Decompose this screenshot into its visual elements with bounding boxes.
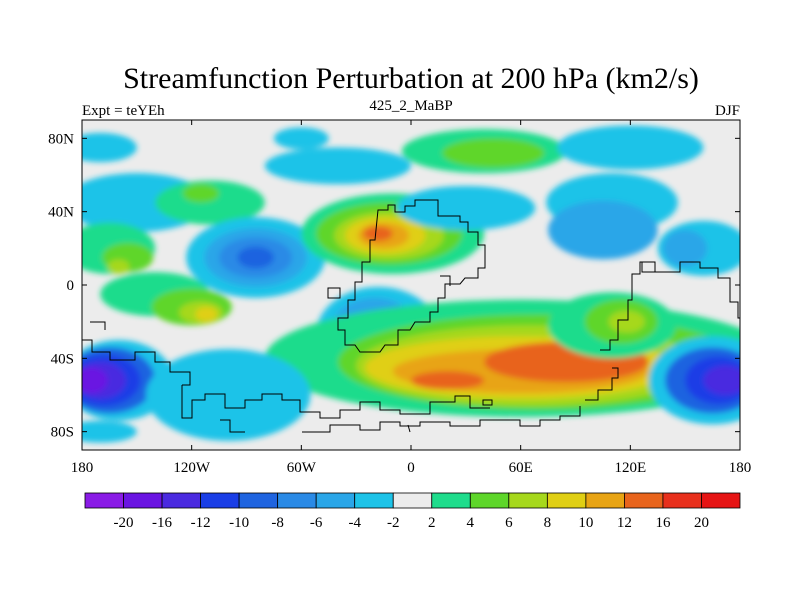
coastline-outline [82,199,740,433]
experiment-label: Expt = teYEh [82,103,165,119]
run-label: 425_2_MaBP [369,98,452,114]
colorbar-label: 10 [578,515,593,531]
contour-region [82,367,108,394]
colorbar-swatch [546,492,587,509]
x-tick-label: 60W [287,460,317,476]
contour-region [411,371,485,390]
colorbar-label: -12 [191,515,211,531]
contour-region [608,310,645,333]
contour-region [237,246,274,269]
x-tick-label: 60E [509,460,533,476]
y-tick-label: 40N [48,205,74,221]
colorbar-label: 6 [505,515,513,531]
colorbar-label: 2 [428,515,436,531]
x-tick-label: 0 [407,460,415,476]
colorbar: -20 -16 -12 -10 -8 -6 -4 -2 2 4 6 8 10 12 16 20 [84,492,741,531]
colorbar-label: 16 [655,515,671,531]
colorbar-swatch [624,492,664,509]
contour-region [273,127,329,150]
colorbar-swatch [469,492,510,509]
x-tick-label: 120E [614,460,646,476]
colorbar-swatch [238,492,279,509]
season-label: DJF [715,103,740,119]
colorbar-swatch [354,492,394,509]
contour-region [663,230,708,267]
colorbar-label: -10 [229,515,249,531]
contour-region [107,259,130,274]
colorbar-label: -20 [114,515,134,531]
colorbar-label: 8 [544,515,552,531]
contour-region [195,307,218,322]
colorbar-swatch [123,492,163,509]
colorbar-swatch [585,492,625,509]
colorbar-swatch [701,492,741,509]
colorbar-label: 4 [467,515,475,531]
contour-region [363,226,393,242]
contour-region [155,180,265,225]
colorbar-swatch [277,492,317,509]
y-tick-label: 80N [48,131,74,147]
contour-region [82,420,137,443]
colorbar-label: -2 [387,515,400,531]
contour-region [703,365,740,395]
colorbar-label: -16 [152,515,172,531]
chart-title: Streamfunction Perturbation at 200 hPa (… [123,62,699,95]
colorbar-swatch [161,492,201,509]
contour-region [557,125,704,170]
contour-region [182,184,220,203]
contour-region [442,138,545,168]
colorbar-label: 20 [694,515,709,531]
colorbar-swatch [508,492,548,509]
contour-region [145,349,311,441]
y-tick-label: 80S [51,425,74,441]
x-tick-label: 120W [173,460,211,476]
axes: 180 120W 60W 0 60E 120E 180 80N 40N 0 40S 80S [48,120,751,476]
colorbar-swatch [431,492,471,509]
contour-region [396,186,536,230]
colorbar-label: -6 [310,515,323,531]
colorbar-swatch [84,492,124,509]
colorbar-swatch [662,492,702,509]
contour-region [82,132,137,163]
x-tick-label: 180 [729,460,752,476]
y-tick-label: 0 [67,278,75,294]
colorbar-label: -4 [348,515,361,531]
x-tick-label: 180 [71,460,94,476]
colorbar-swatch [200,492,240,509]
colorbar-label: -8 [271,515,284,531]
y-tick-label: 40S [51,351,74,367]
colorbar-label: 12 [617,515,632,531]
contour-region [264,147,411,185]
contour-region [548,200,658,260]
map-plot [82,120,740,450]
colorbar-swatch [315,492,356,509]
colorbar-swatch [392,492,433,509]
